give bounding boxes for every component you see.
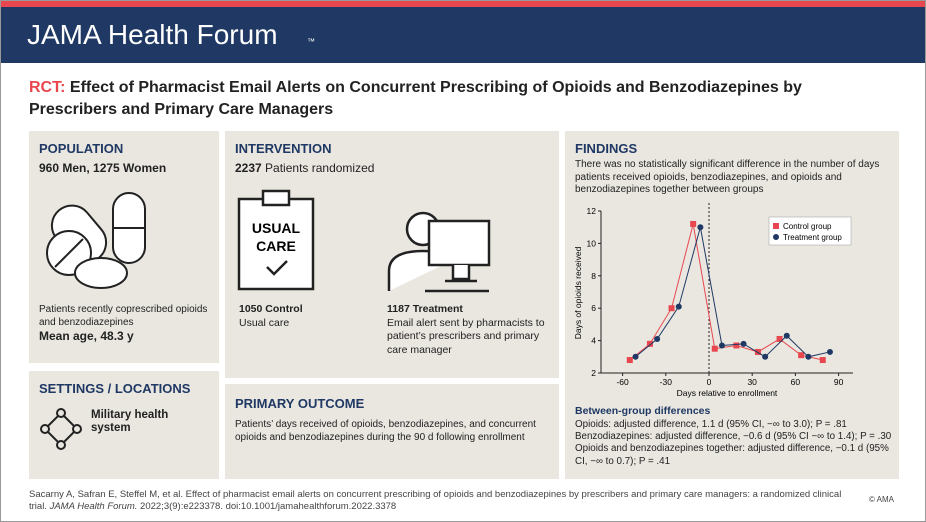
marker: [733, 342, 740, 349]
group-label: Control: [265, 303, 303, 315]
marker: [654, 335, 661, 342]
settings-panel: SETTINGS / LOCATIONS Military health sys…: [29, 371, 219, 479]
group-count: 1187: [387, 303, 410, 315]
x-axis-label: Days relative to enrollment: [677, 388, 778, 398]
group-count: 1050: [239, 303, 263, 315]
difference: Benzodiazepines: adjusted difference, −0…: [575, 431, 892, 443]
x-tick-label: -30: [660, 377, 673, 387]
differences: Opioids: adjusted difference, 1.1 d (95%…: [575, 419, 895, 468]
marker: [819, 357, 826, 364]
y-tick-label: 12: [587, 206, 597, 216]
marker: [675, 303, 682, 310]
group-description: Usual care: [239, 316, 290, 329]
x-tick-label: 0: [707, 377, 712, 387]
x-tick-label: 30: [747, 377, 757, 387]
group-description: Email alert sent by pharmacists to patie…: [387, 316, 545, 356]
marker: [626, 357, 633, 364]
randomized-count: 2237: [235, 161, 262, 175]
heading: PRIMARY OUTCOME: [235, 396, 365, 411]
x-tick-label: -60: [616, 377, 629, 387]
legend-label: Control group: [783, 222, 832, 231]
y-axis-label: Days of opioids received: [573, 246, 583, 339]
difference: Opioids and benzodiazepines together: ad…: [575, 443, 889, 467]
marker: [826, 348, 833, 355]
trademark: ™: [307, 37, 315, 46]
legend-marker: [773, 223, 779, 229]
citation: Sacarny A, Safran E, Steffel M, et al. E…: [29, 489, 849, 514]
marker: [762, 353, 769, 360]
difference: Opioids: adjusted difference, 1.1 d (95%…: [575, 419, 847, 430]
group-label: Treatment: [412, 303, 463, 315]
y-tick-label: 4: [591, 336, 596, 346]
marker: [646, 340, 653, 347]
legend-marker: [773, 234, 779, 240]
legend-box: [768, 216, 852, 246]
randomized-text: Patients randomized: [265, 161, 375, 175]
mean-age: Mean age, 48.3 y: [39, 329, 134, 343]
marker: [805, 353, 812, 360]
intervention-panel: INTERVENTION 2237 Patients randomized US…: [225, 131, 559, 378]
clipboard-line: USUAL: [252, 220, 301, 236]
clipboard-icon: USUAL CARE: [237, 189, 315, 291]
marker: [740, 340, 747, 347]
x-tick-label: 60: [791, 377, 801, 387]
outcome-text: Patients’ days received of opioids, benz…: [235, 419, 536, 443]
series-line: [629, 223, 823, 361]
y-tick-label: 10: [587, 238, 597, 248]
pills-icon: [46, 192, 146, 289]
x-tick-label: 90: [834, 377, 844, 387]
counts: 960 Men, 1275 Women: [39, 161, 167, 175]
heading: INTERVENTION: [235, 141, 332, 156]
legend-label: Treatment group: [783, 233, 842, 242]
computer-user-icon: [387, 211, 491, 293]
y-tick-label: 2: [591, 368, 596, 378]
series-line: [635, 227, 831, 358]
heading: SETTINGS / LOCATIONS: [39, 381, 191, 396]
marker: [697, 224, 704, 231]
marker: [718, 342, 725, 349]
clipboard-line: CARE: [256, 238, 296, 254]
findings-panel: FINDINGS There was no statistically sign…: [565, 131, 899, 479]
y-tick-label: 6: [591, 303, 596, 313]
heading: FINDINGS: [575, 141, 638, 156]
top-stripe: [1, 1, 925, 7]
brand: JAMA Health Forum: [27, 19, 278, 50]
marker: [798, 352, 805, 359]
heading: POPULATION: [39, 141, 124, 156]
citation-journal: JAMA Health Forum.: [49, 501, 138, 513]
title-tag: RCT:: [29, 79, 66, 96]
network-icon: [40, 408, 82, 450]
copyright: © AMA: [869, 495, 895, 504]
chart: Days of opioids received 2 4 6 8 10 12 -60 -30 0…: [573, 203, 853, 398]
population-panel: POPULATION 960 Men, 1275 Women Patients …: [29, 131, 219, 363]
description: Patients recently coprescribed opioids a…: [39, 304, 208, 328]
summary: There was no statistically significant d…: [575, 159, 880, 195]
primary-outcome-panel: PRIMARY OUTCOME Patients’ days received …: [225, 384, 559, 479]
marker: [783, 332, 790, 339]
citation-text: Sacarny A, Safran E, Steffel M, et al. E…: [29, 489, 842, 513]
marker: [668, 305, 675, 312]
marker: [711, 345, 718, 352]
differences-heading: Between-group differences: [575, 405, 711, 417]
settings-text: Military health system: [91, 409, 169, 435]
citation-text: 2022;3(9):e223378. doi:10.1001/jamahealt…: [137, 501, 397, 513]
marker: [690, 220, 697, 227]
header-bar: JAMA Health Forum ™: [1, 7, 925, 63]
title: RCT: Effect of Pharmacist Email Alerts o…: [29, 77, 869, 120]
marker: [632, 353, 639, 360]
y-tick-label: 8: [591, 271, 596, 281]
marker: [776, 335, 783, 342]
title-text: Effect of Pharmacist Email Alerts on Con…: [29, 79, 802, 118]
